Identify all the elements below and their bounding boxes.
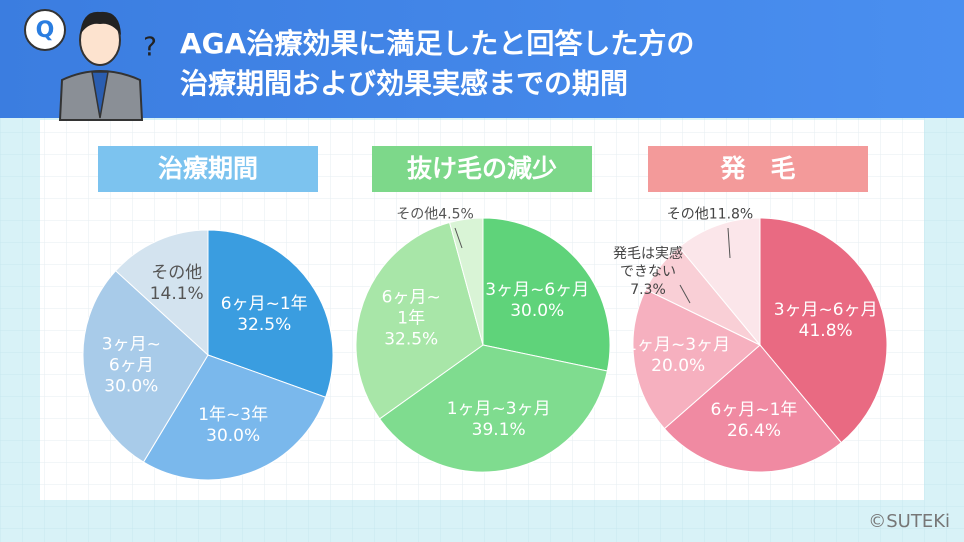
title-line: 治療期間および効果実感までの期間 (180, 67, 629, 100)
value-label: 14.1% (149, 284, 204, 305)
value-label: 39.1% (471, 419, 526, 440)
person-icon (24, 9, 144, 121)
title-line: AGA治療効果に満足したと回答した方の (180, 27, 695, 60)
leader-line (727, 227, 731, 259)
category-label: その他 (396, 206, 439, 223)
leader-line (454, 227, 463, 249)
slice-label: その他 11.8% (667, 205, 753, 226)
category-label: 6ヶ月~1年 (710, 399, 798, 420)
value-label: 30.0% (510, 300, 565, 321)
value-label: 7.3% (630, 282, 666, 298)
q-icon: Q (36, 18, 55, 43)
value-label: 32.5% (384, 329, 439, 350)
pie-slice (632, 288, 761, 430)
pie-slice (663, 344, 842, 473)
category-label: 3ヶ月~6ヶ月 (485, 279, 590, 300)
slice-label: 3ヶ月~ 6ヶ月 30.0% (102, 335, 161, 398)
chart-title: 抜け毛の減少 (372, 146, 592, 192)
pie-slice (207, 229, 334, 398)
slice-label: その他 4.5% (396, 205, 474, 226)
slice-label: 1年~3年 30.0% (198, 405, 268, 447)
value-label: 30.0% (104, 376, 159, 397)
category-label: その他 (151, 263, 203, 284)
slice-label: 3ヶ月~6ヶ月 41.8% (774, 300, 878, 342)
pie-slice (378, 344, 608, 473)
category-label: 1ヶ月~3ヶ月 (626, 334, 731, 355)
pie-slice (114, 229, 209, 357)
pie-slice (482, 217, 611, 372)
value-label: 32.5% (237, 315, 292, 336)
header-band (0, 0, 964, 118)
value-label: 30.0% (206, 425, 261, 446)
value-label: 41.8% (798, 321, 853, 342)
pie-slice (82, 270, 209, 463)
category-label: その他 (666, 206, 709, 223)
category-label: 3ヶ月~6ヶ月 (773, 300, 878, 321)
leader-line (679, 284, 691, 304)
category-label: 1ヶ月~3ヶ月 (446, 398, 551, 419)
slice-label: 1ヶ月~3ヶ月 20.0% (626, 335, 730, 377)
category-label: 発毛は実感 できない (613, 246, 683, 280)
value-label: 4.5% (438, 206, 474, 223)
slice-label: 6ヶ月~1年 26.4% (711, 400, 798, 442)
chart-title: 発 毛 (648, 146, 868, 192)
slice-label: その他 14.1% (150, 263, 204, 305)
slice-label: 6ヶ月~1年 32.5% (221, 294, 308, 336)
pie-slice (355, 221, 484, 420)
value-label: 11.8% (708, 206, 754, 223)
chart-title: 治療期間 (98, 146, 318, 192)
pie-slice (448, 217, 484, 346)
question-mark: ? (143, 33, 157, 63)
value-label: 26.4% (726, 420, 781, 441)
slice-label: 1ヶ月~3ヶ月 39.1% (447, 399, 551, 441)
value-label: 20.0% (651, 355, 706, 376)
pie-slice (142, 354, 327, 481)
slice-label: 3ヶ月~6ヶ月 30.0% (485, 280, 589, 322)
category-label: 6ヶ月~ 1年 (381, 287, 441, 329)
category-label: 1年~3年 (198, 404, 269, 425)
copyright: ©SUTEKi (868, 511, 950, 532)
slice-label: 6ヶ月~ 1年 32.5% (382, 288, 441, 351)
pie-slice (759, 217, 888, 444)
pie-slice (678, 217, 761, 347)
category-label: 3ヶ月~ 6ヶ月 (101, 334, 161, 376)
category-label: 6ヶ月~1年 (220, 294, 308, 315)
slice-label: 発毛は実感 できない 7.3% (613, 245, 683, 299)
